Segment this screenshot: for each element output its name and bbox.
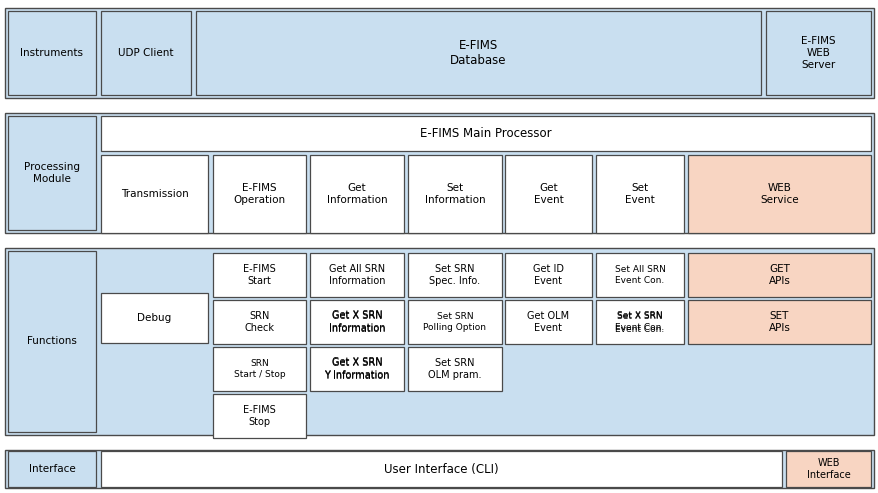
Text: User Interface (CLI): User Interface (CLI) [384,462,498,476]
Text: Set X SRN: Set X SRN [616,311,662,319]
FancyBboxPatch shape [196,11,760,95]
FancyBboxPatch shape [505,155,591,233]
Text: E-FIMS Main Processor: E-FIMS Main Processor [420,127,551,140]
Text: SRN
Start / Stop: SRN Start / Stop [234,359,285,379]
Text: Interface: Interface [29,464,76,474]
Text: WEB
Service: WEB Service [759,183,798,205]
FancyBboxPatch shape [310,253,404,297]
Text: Information: Information [328,324,385,334]
FancyBboxPatch shape [407,347,501,391]
Text: GET
APIs: GET APIs [767,264,789,286]
Text: Get X SRN: Get X SRN [331,357,382,367]
Text: Functions: Functions [27,337,77,347]
Text: Instruments: Instruments [20,48,83,58]
Text: UDP Client: UDP Client [119,48,174,58]
FancyBboxPatch shape [212,155,306,233]
FancyBboxPatch shape [5,8,873,98]
Text: Get X SRN
Information: Get X SRN Information [328,311,385,333]
Text: Set X SRN
Event Con.: Set X SRN Event Con. [615,312,664,332]
Text: Event Con.: Event Con. [615,324,664,333]
FancyBboxPatch shape [407,253,501,297]
Text: Get
Information: Get Information [327,183,387,205]
Text: Set SRN
OLM pram.: Set SRN OLM pram. [428,358,481,380]
Text: E-FIMS
Operation: E-FIMS Operation [234,183,285,205]
Text: Set
Information: Set Information [424,183,485,205]
Text: SRN
Check: SRN Check [244,311,274,333]
FancyBboxPatch shape [5,248,873,435]
FancyBboxPatch shape [310,347,404,391]
Text: Set SRN
Polling Option: Set SRN Polling Option [423,312,486,332]
Text: Set SRN
Spec. Info.: Set SRN Spec. Info. [429,264,480,286]
FancyBboxPatch shape [212,347,306,391]
FancyBboxPatch shape [212,253,306,297]
Text: Get
Event: Get Event [533,183,563,205]
FancyBboxPatch shape [687,155,870,233]
Text: E-FIMS
Start: E-FIMS Start [243,264,276,286]
Text: WEB
Interface: WEB Interface [806,458,849,480]
FancyBboxPatch shape [8,11,96,95]
FancyBboxPatch shape [595,155,683,233]
FancyBboxPatch shape [8,451,96,487]
Text: SET
APIs: SET APIs [767,311,789,333]
FancyBboxPatch shape [5,450,873,488]
FancyBboxPatch shape [407,300,501,344]
Text: Get All SRN
Information: Get All SRN Information [328,264,385,286]
FancyBboxPatch shape [8,116,96,230]
FancyBboxPatch shape [505,253,591,297]
Text: E-FIMS
Database: E-FIMS Database [450,39,507,67]
Text: Debug: Debug [137,313,171,323]
FancyBboxPatch shape [785,451,870,487]
FancyBboxPatch shape [407,155,501,233]
Text: Get OLM
Event: Get OLM Event [527,311,569,333]
FancyBboxPatch shape [101,116,870,151]
Text: E-FIMS
Stop: E-FIMS Stop [243,405,276,427]
Text: Processing
Module: Processing Module [24,162,80,184]
Text: E-FIMS
WEB
Server: E-FIMS WEB Server [800,36,835,70]
Text: Get ID
Event: Get ID Event [532,264,564,286]
FancyBboxPatch shape [687,300,870,344]
FancyBboxPatch shape [101,155,208,233]
Text: Get X SRN
Y Information: Get X SRN Y Information [324,358,389,380]
FancyBboxPatch shape [101,11,191,95]
FancyBboxPatch shape [505,300,591,344]
FancyBboxPatch shape [595,253,683,297]
Text: Set
Event: Set Event [624,183,654,205]
FancyBboxPatch shape [101,293,208,343]
FancyBboxPatch shape [765,11,870,95]
FancyBboxPatch shape [8,251,96,432]
FancyBboxPatch shape [687,253,870,297]
Text: Set All SRN
Event Con.: Set All SRN Event Con. [614,265,665,284]
FancyBboxPatch shape [310,155,404,233]
FancyBboxPatch shape [5,113,873,233]
Text: Y Information: Y Information [324,371,389,381]
FancyBboxPatch shape [212,394,306,438]
Text: Get X SRN: Get X SRN [331,310,382,320]
FancyBboxPatch shape [101,451,781,487]
FancyBboxPatch shape [212,300,306,344]
FancyBboxPatch shape [595,300,683,344]
Text: Transmission: Transmission [120,189,188,199]
FancyBboxPatch shape [310,300,404,344]
